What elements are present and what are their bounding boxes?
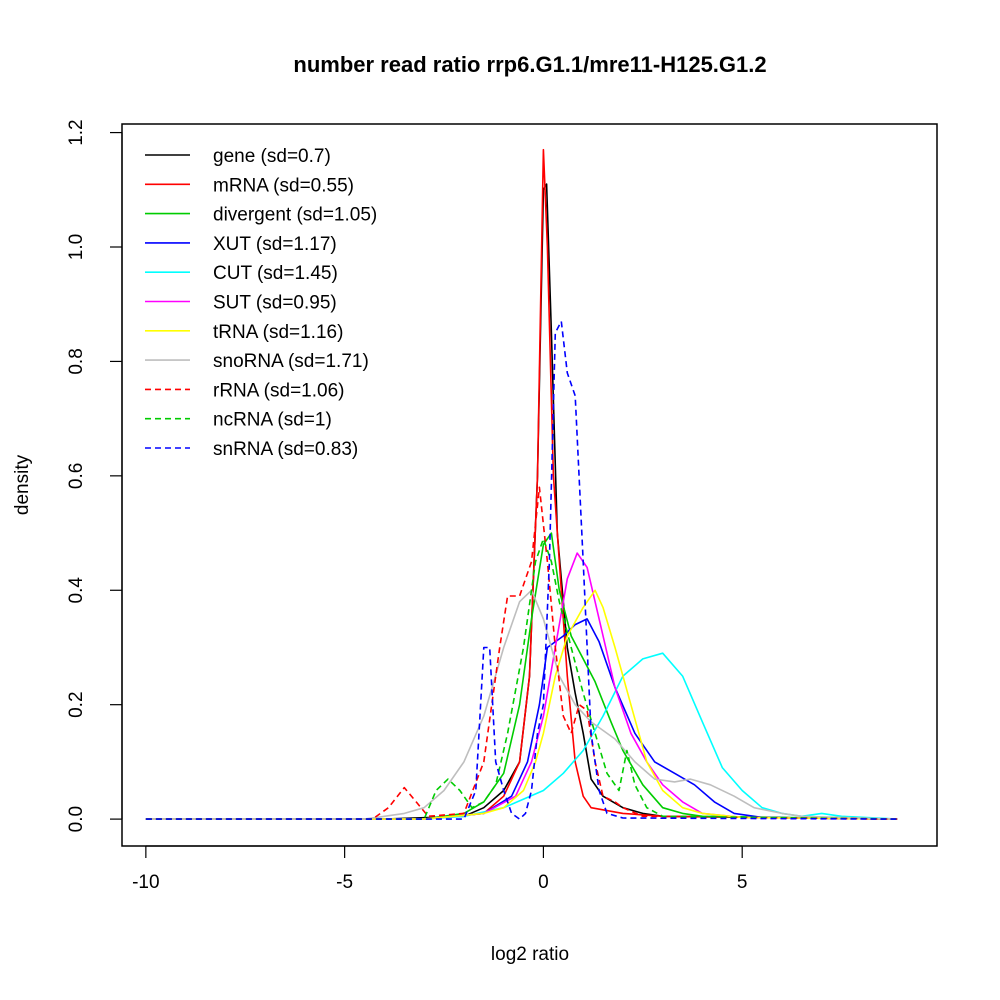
legend-label: rRNA (sd=1.06) (213, 380, 344, 401)
y-axis-label: density (12, 454, 33, 515)
series-line-0 (145, 183, 898, 820)
legend: gene (sd=0.7) mRNA (sd=0.55) divergent (sd… (145, 146, 377, 460)
legend-label: gene (sd=0.7) (213, 146, 331, 167)
x-axis: -10 -5 0 5 (132, 845, 748, 893)
y-axis: 0.0 0.2 0.4 0.6 0.8 1.0 1.2 (66, 119, 123, 832)
series-line-9 (145, 538, 898, 820)
y-tick-label: 0.0 (66, 806, 87, 832)
series-line-3 (145, 618, 898, 820)
y-tick-label: 0.2 (66, 691, 87, 717)
x-tick-label: -10 (132, 872, 159, 893)
series-line-1 (145, 148, 898, 820)
y-tick-label: 0.8 (66, 348, 87, 374)
legend-label: divergent (sd=1.05) (213, 205, 377, 226)
legend-label: CUT (sd=1.45) (213, 263, 338, 284)
series-line-7 (145, 589, 898, 820)
series-line-4 (145, 652, 898, 820)
y-tick-label: 0.4 (66, 577, 87, 604)
plot-frame (121, 123, 938, 847)
y-tick-label: 0.6 (66, 463, 87, 489)
series-line-10 (145, 320, 898, 820)
legend-label: SUT (sd=0.95) (213, 293, 337, 314)
chart-title: number read ratio rrp6.G1.1/mre11-H125.G… (293, 52, 766, 77)
x-tick-label: 5 (737, 872, 748, 893)
series-line-6 (145, 589, 898, 820)
legend-label: tRNA (sd=1.16) (213, 322, 343, 343)
legend-label: XUT (sd=1.17) (213, 234, 337, 255)
legend-label: snoRNA (sd=1.71) (213, 351, 369, 372)
series-lines (145, 148, 898, 820)
series-line-8 (145, 486, 898, 820)
x-axis-label: log2 ratio (491, 944, 569, 965)
legend-label: ncRNA (sd=1) (213, 410, 332, 431)
y-tick-label: 1.2 (66, 119, 87, 145)
y-tick-label: 1.0 (66, 234, 87, 260)
legend-label: snRNA (sd=0.83) (213, 439, 358, 460)
x-tick-label: 0 (538, 872, 549, 893)
x-tick-label: -5 (336, 872, 353, 893)
legend-label: mRNA (sd=0.55) (213, 175, 354, 196)
series-line-5 (145, 552, 898, 820)
